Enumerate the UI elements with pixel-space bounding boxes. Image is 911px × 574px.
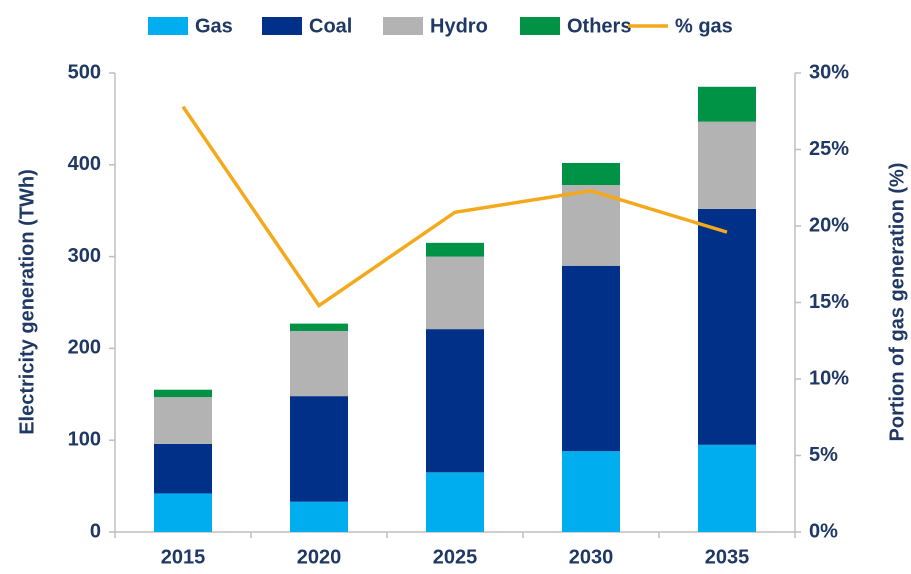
- bar-segment: [562, 451, 620, 532]
- line-series: [181, 105, 728, 308]
- x-tick-label: 2030: [569, 546, 614, 568]
- y2-tick-label: 30%: [809, 61, 849, 83]
- x-tick-label: 2035: [705, 546, 750, 568]
- x-tick-label: 2025: [433, 546, 478, 568]
- bar-segment: [290, 330, 348, 397]
- legend-swatch: [520, 17, 560, 35]
- y-tick-label: 300: [68, 245, 101, 267]
- bar-segment: [426, 256, 484, 330]
- legend-swatch: [262, 17, 302, 35]
- bar-segment: [154, 397, 212, 444]
- bar-segment: [426, 472, 484, 532]
- y2-axis-label: Portion of gas generation (%): [886, 163, 908, 442]
- bar-segment: [290, 501, 348, 532]
- y2-tick-label: 25%: [809, 138, 849, 160]
- y2-tick-label: 20%: [809, 214, 849, 236]
- legend-label: % gas: [675, 15, 733, 37]
- bar-segment: [698, 86, 756, 122]
- y2-tick-label: 5%: [809, 444, 838, 466]
- y-tick-label: 400: [68, 153, 101, 175]
- y-tick-label: 100: [68, 428, 101, 450]
- bar-segment: [154, 493, 212, 532]
- y-tick-label: 0: [90, 520, 101, 542]
- bar-segment: [290, 396, 348, 502]
- y-tick-label: 500: [68, 61, 101, 83]
- y2-tick-label: 0%: [809, 520, 838, 542]
- y-tick-label: 200: [68, 337, 101, 359]
- bar-segment: [562, 265, 620, 452]
- bar-segment: [698, 444, 756, 532]
- bar-segment: [426, 329, 484, 473]
- bar-segment: [698, 121, 756, 209]
- y2-tick-label: 10%: [809, 367, 849, 389]
- bar-segment: [426, 242, 484, 257]
- bar-segment: [154, 443, 212, 494]
- legend-label: Gas: [195, 15, 233, 37]
- bar-segment: [290, 323, 348, 331]
- x-tick-label: 2020: [297, 546, 342, 568]
- legend-label: Coal: [309, 15, 352, 37]
- legend-label: Others: [567, 15, 631, 37]
- bar-segment: [698, 208, 756, 445]
- legend-label: Hydro: [430, 15, 488, 37]
- legend-swatch: [383, 17, 423, 35]
- x-tick-label: 2015: [161, 546, 206, 568]
- bar-segment: [562, 162, 620, 185]
- y2-tick-label: 15%: [809, 291, 849, 313]
- y-axis-label: Electricity generation (TWh): [16, 169, 38, 435]
- bar-segment: [154, 389, 212, 398]
- legend-swatch: [148, 17, 188, 35]
